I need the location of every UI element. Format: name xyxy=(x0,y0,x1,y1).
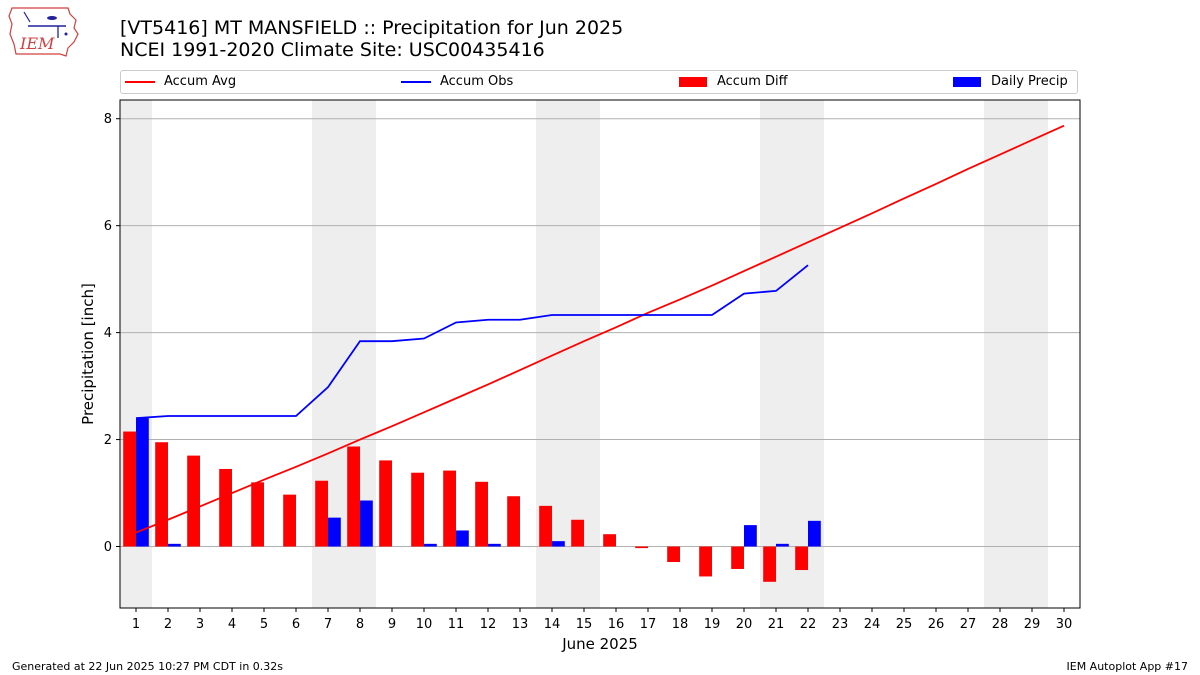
accum-diff-bar xyxy=(731,546,744,569)
x-tick-label: 23 xyxy=(832,617,849,632)
daily-precip-bar xyxy=(456,530,469,547)
accum-diff-bar xyxy=(379,460,392,547)
daily-precip-bar xyxy=(744,525,757,547)
accum-diff-bar xyxy=(411,472,424,547)
title-line-2: NCEI 1991-2020 Climate Site: USC00435416 xyxy=(120,39,545,61)
weekend-band xyxy=(984,100,1048,608)
daily-precip-bar xyxy=(136,418,149,547)
y-tick-label: 0 xyxy=(104,540,112,555)
x-tick-label: 3 xyxy=(196,617,204,632)
accum-diff-bar xyxy=(635,546,648,549)
x-tick-label: 22 xyxy=(800,617,817,632)
accum-diff-bar xyxy=(571,519,584,547)
x-tick-label: 26 xyxy=(928,617,945,632)
x-tick-label: 19 xyxy=(704,617,721,632)
x-tick-label: 14 xyxy=(544,617,561,632)
accum-diff-bar xyxy=(315,480,328,547)
accum-diff-bar xyxy=(603,534,616,547)
daily-precip-bar xyxy=(168,543,181,547)
x-tick-label: 8 xyxy=(356,617,364,632)
x-tick-label: 24 xyxy=(864,617,881,632)
x-tick-label: 6 xyxy=(292,617,300,632)
accum-diff-bar xyxy=(667,546,680,563)
x-tick-label: 17 xyxy=(640,617,657,632)
legend-item-accum-diff: Accum Diff xyxy=(679,74,788,89)
x-tick-label: 5 xyxy=(260,617,268,632)
y-tick-label: 2 xyxy=(104,433,112,448)
footer-app: IEM Autoplot App #17 xyxy=(1066,660,1189,673)
x-tick-label: 9 xyxy=(388,617,396,632)
daily-precip-bar xyxy=(776,543,789,547)
legend-label: Accum Obs xyxy=(440,74,514,89)
legend-label: Daily Precip xyxy=(991,74,1068,89)
accum-diff-bar xyxy=(187,455,200,547)
accum-diff-bar xyxy=(347,446,360,547)
accum-diff-bar xyxy=(507,496,520,547)
accum-diff-bar xyxy=(475,481,488,547)
x-tick-label: 29 xyxy=(1024,617,1041,632)
accum-diff-bar xyxy=(539,505,552,547)
legend-swatch-accum-obs xyxy=(401,80,431,83)
footer-generated: Generated at 22 Jun 2025 10:27 PM CDT in… xyxy=(12,660,284,673)
accum-avg-line xyxy=(135,124,1065,534)
iem-logo: IEM xyxy=(6,4,82,62)
chart-title: [VT5416] MT MANSFIELD :: Precipitation f… xyxy=(120,17,623,61)
legend-swatch-accum-avg xyxy=(125,80,155,83)
legend-item-accum-obs: Accum Obs xyxy=(401,74,513,89)
accum-diff-bar xyxy=(699,546,712,577)
x-tick-label: 4 xyxy=(228,617,236,632)
legend-swatch-daily-precip xyxy=(953,76,981,87)
y-tick-label: 4 xyxy=(104,326,112,341)
x-tick-label: 10 xyxy=(416,617,433,632)
legend: Accum Avg Accum Obs Accum Diff Daily Pre… xyxy=(120,70,1078,94)
x-tick-label: 12 xyxy=(480,617,497,632)
accum-diff-bar xyxy=(251,482,264,547)
y-tick-label: 6 xyxy=(104,219,112,234)
x-tick-label: 30 xyxy=(1056,617,1073,632)
accum-diff-bar xyxy=(763,546,776,582)
legend-label: Accum Diff xyxy=(717,74,788,89)
x-tick-label: 11 xyxy=(448,617,465,632)
plot-frame xyxy=(119,99,1081,609)
accum-diff-bar xyxy=(795,546,808,571)
x-axis-label: June 2025 xyxy=(561,635,638,653)
accum-diff-bar xyxy=(443,470,456,547)
title-line-1: [VT5416] MT MANSFIELD :: Precipitation f… xyxy=(120,17,624,39)
daily-precip-bar xyxy=(488,543,501,547)
accum-diff-bar xyxy=(283,494,296,547)
daily-precip-bar xyxy=(808,520,821,547)
accum-obs-line xyxy=(135,264,809,420)
daily-precip-bar xyxy=(360,500,373,547)
legend-label: Accum Avg xyxy=(164,74,237,89)
legend-item-accum-avg: Accum Avg xyxy=(125,74,236,89)
x-tick-label: 15 xyxy=(576,617,593,632)
accum-diff-bar xyxy=(155,442,168,547)
x-tick-label: 27 xyxy=(960,617,977,632)
x-tick-label: 20 xyxy=(736,617,753,632)
x-tick-label: 13 xyxy=(512,617,529,632)
y-axis-label: Precipitation [inch] xyxy=(79,283,97,425)
x-tick-label: 1 xyxy=(132,617,140,632)
legend-swatch-accum-diff xyxy=(679,76,707,87)
daily-precip-bar xyxy=(328,517,341,547)
daily-precip-bar xyxy=(424,543,437,547)
x-tick-label: 28 xyxy=(992,617,1009,632)
legend-item-daily-precip: Daily Precip xyxy=(953,74,1068,89)
daily-precip-bar xyxy=(552,541,565,547)
x-tick-label: 25 xyxy=(896,617,913,632)
x-tick-label: 7 xyxy=(324,617,332,632)
y-tick-label: 8 xyxy=(104,112,112,127)
x-tick-label: 21 xyxy=(768,617,785,632)
accum-diff-bar xyxy=(123,431,136,547)
accum-diff-bar xyxy=(219,468,232,547)
logo-text: IEM xyxy=(19,34,55,53)
x-tick-label: 16 xyxy=(608,617,625,632)
x-tick-label: 2 xyxy=(164,617,172,632)
x-tick-label: 18 xyxy=(672,617,689,632)
